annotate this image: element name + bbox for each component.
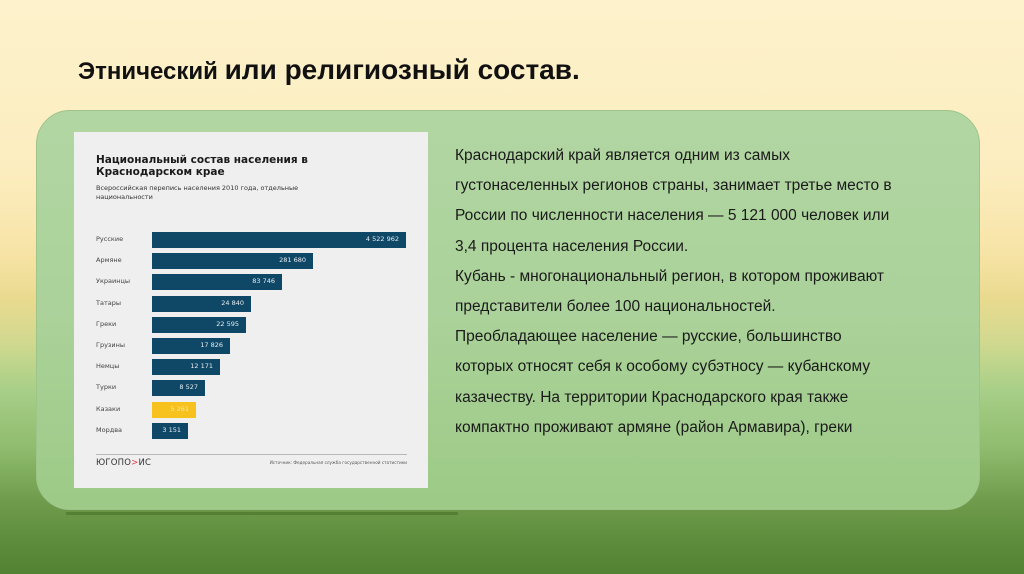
bar-row: Греки 22 595 (74, 316, 428, 333)
bar-category-label: Грузины (96, 341, 125, 349)
bar-value-label: 24 840 (221, 298, 244, 307)
bar: 3 151 (152, 422, 188, 439)
bar-value-label: 12 171 (190, 362, 213, 371)
text-line: представители более 100 национальностей. (455, 298, 776, 316)
text-line: Краснодарский край является одним из сам… (455, 147, 790, 164)
bar: 281 680 (152, 253, 313, 270)
bar-value-label: 8 527 (179, 383, 198, 392)
bar-category-label: Турки (96, 383, 117, 392)
text-line: компактно проживают армяне (район Армави… (455, 418, 853, 436)
bar-category-label: Мордва (96, 425, 123, 434)
text-line: 3,4 процента населения России. (455, 237, 689, 255)
bar: 83 746 (152, 274, 282, 291)
bar: 5 261 (152, 401, 196, 418)
bar-category-label: Русские (96, 235, 124, 243)
text-line: Кубань - многонациональный регион, в кот… (455, 267, 884, 285)
slide-title-part2: или религиозный состав. (224, 54, 580, 85)
bar-row: Украинцы 83 746 (74, 274, 428, 291)
bar-value-label: 4 522 962 (365, 235, 399, 243)
text-line: густонаселенных регионов страны, занимае… (455, 177, 892, 195)
slide-title: Этнический или религиозный состав. (78, 50, 580, 87)
bar-row: Армяне 281 680 (74, 253, 428, 270)
bar-value-label: 83 746 (252, 277, 275, 286)
panel-shadow-line (66, 512, 458, 515)
text-line: Преобладающее население — русские, больш… (455, 328, 842, 346)
text-line: России по численности населения — 5 121 … (455, 207, 890, 225)
bar-category-label: Украинцы (96, 277, 131, 286)
bar-value-label: 3 151 (162, 425, 181, 434)
logo-text-part2: ИС (138, 458, 152, 468)
bar-category-label: Греки (96, 319, 117, 328)
text-line: которых относят себя к особому субэтносу… (455, 358, 871, 376)
bar-value-label: 281 680 (279, 256, 306, 265)
slide-title-part1: Этнический (78, 58, 225, 85)
chart-divider (96, 454, 407, 455)
bar-row: Казаки 5 261 (74, 401, 428, 418)
bar-category-label: Армяне (96, 256, 122, 265)
bar-value-label: 22 595 (216, 319, 239, 328)
bar: 12 171 (152, 359, 220, 376)
logo-accent-icon: > (131, 458, 139, 468)
bar-value-label: 17 826 (200, 341, 223, 349)
bar: 24 840 (152, 295, 251, 312)
bar-row: Русские 4 522 962 (74, 232, 428, 248)
bar-category-label: Немцы (96, 362, 120, 371)
chart-title: Национальный состав населения в Краснода… (96, 154, 308, 178)
bar-row: Немцы 12 171 (74, 359, 428, 376)
bar-row: Грузины 17 826 (74, 338, 428, 354)
chart-subtitle: Всероссийская перепись населения 2010 го… (96, 184, 299, 201)
bar-value-label: 5 261 (170, 404, 189, 413)
bar: 8 527 (152, 380, 205, 397)
population-chart: Национальный состав населения в Краснода… (74, 132, 428, 488)
bar-category-label: Татары (96, 298, 121, 307)
chart-source: Источник: Федеральная служба государстве… (269, 460, 407, 465)
bar-row: Турки 8 527 (74, 380, 428, 397)
bar: 4 522 962 (152, 232, 406, 248)
publisher-logo: ЮГОПО>ИС (96, 458, 151, 468)
logo-text-part1: ЮГОПО (96, 458, 132, 468)
bar: 17 826 (152, 338, 230, 354)
bar: 22 595 (152, 316, 246, 333)
bar-row: Татары 24 840 (74, 295, 428, 312)
text-line: казачеству. На территории Краснодарского… (455, 388, 849, 406)
description-text: Краснодарский край является одним из сам… (455, 141, 955, 443)
bar-row: Мордва 3 151 (74, 422, 428, 439)
bar-category-label: Казаки (96, 404, 121, 413)
